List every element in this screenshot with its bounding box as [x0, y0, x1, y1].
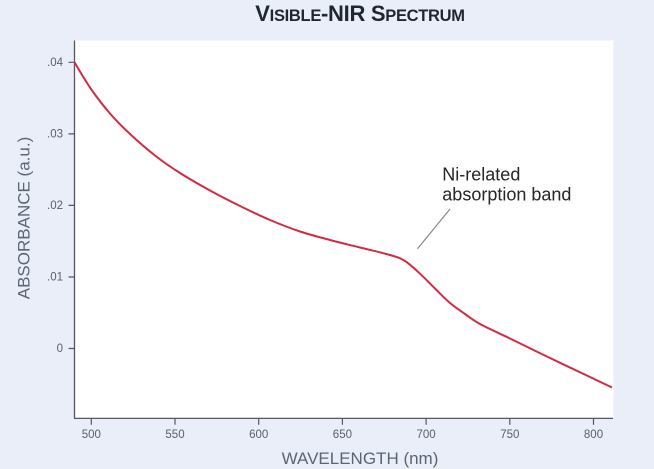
- svg-text:650: 650: [333, 429, 352, 441]
- svg-text:.01: .01: [47, 272, 63, 284]
- svg-text:500: 500: [82, 429, 101, 441]
- svg-text:.03: .03: [47, 129, 63, 141]
- svg-text:0: 0: [57, 343, 63, 355]
- svg-text:.04: .04: [47, 57, 64, 69]
- svg-text:VISIBLE-NIR SPECTRUM: VISIBLE-NIR SPECTRUM: [255, 1, 464, 26]
- svg-text:absorption band: absorption band: [442, 184, 571, 204]
- svg-text:600: 600: [249, 429, 268, 441]
- svg-text:550: 550: [165, 429, 184, 441]
- svg-text:700: 700: [417, 429, 436, 441]
- svg-text:800: 800: [584, 429, 603, 441]
- svg-text:Ni-related: Ni-related: [442, 165, 520, 185]
- svg-text:WAVELENGTH (nm): WAVELENGTH (nm): [282, 449, 439, 468]
- svg-text:ABSORBANCE (a.u.): ABSORBANCE (a.u.): [15, 137, 34, 300]
- svg-text:.02: .02: [47, 200, 63, 212]
- svg-text:750: 750: [500, 429, 519, 441]
